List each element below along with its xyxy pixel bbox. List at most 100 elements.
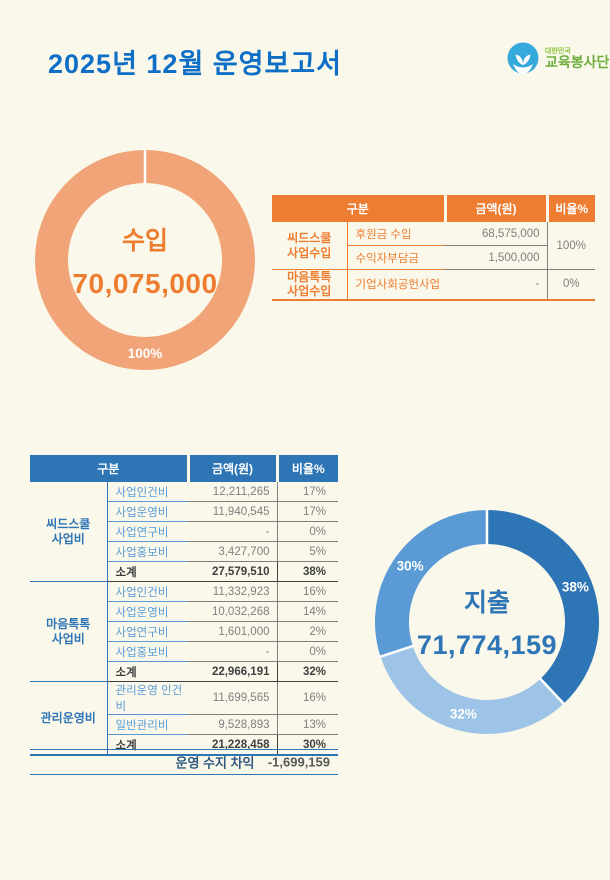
donut-slice <box>380 646 564 734</box>
slice-percentage-label: 30% <box>397 559 424 574</box>
amount-value: 21,228,458 <box>188 734 277 756</box>
table-row: 사업연구비 -0% <box>30 521 338 542</box>
donut-slice <box>375 510 487 657</box>
table-row: 일반관리비 9,528,893 13% <box>30 714 338 735</box>
column-header: 금액(원) <box>443 195 547 222</box>
item-label: 수익자부담금 <box>347 245 445 270</box>
group-cell: 씨드스쿨 사업수입 <box>272 222 348 270</box>
group-cell: 마음톡톡 사업수입 <box>272 269 348 301</box>
amount-value: 68,575,000 <box>445 222 547 246</box>
expense-donut-svg: 38% 32% 30% <box>375 508 599 734</box>
income-donut-svg: 100% <box>35 148 256 370</box>
item-label: 사업운영비 <box>107 601 188 622</box>
org-logo: 대한민국 교육봉사단 <box>504 40 609 78</box>
data-table: 구분 금액(원) 비율% 씨드스쿨 사업수입 후원금 수입 68,575,000 100% 수… <box>272 195 595 301</box>
ratio-value: 38% <box>276 561 338 582</box>
table-row: 소계 22,966,191 32% <box>30 661 338 682</box>
donut-slice <box>144 150 256 370</box>
page-title: 2025년 12월 운영보고서 <box>48 49 342 79</box>
column-header: 비율% <box>545 195 595 222</box>
logo-text-org: 교육봉사단 <box>545 54 610 71</box>
item-label: 사업인건비 <box>107 581 188 602</box>
item-label: 사업홍보비 <box>107 641 188 662</box>
amount-value: - <box>188 521 277 542</box>
amount-value: 9,528,893 <box>188 714 277 735</box>
table-row: 마음톡톡 사업비 사업인건비 11,332,923 16% <box>30 581 338 682</box>
table-row: 수익자부담금 1,500,000 <box>272 245 595 270</box>
item-label: 후원금 수입 <box>347 222 445 246</box>
header-row: 구분 금액(원) 비율% <box>30 455 338 482</box>
table-row: 씨드스쿨 사업수입 후원금 수입 68,575,000 100% <box>272 222 595 270</box>
slice-divider <box>378 644 416 659</box>
amount-value: - <box>188 641 277 662</box>
slice-percentage-label: 100% <box>128 346 163 361</box>
data-table: 구분 금액(원) 비율% 씨드스쿨 사업비 사업인건비 12,211,265 17% 사업운영… <box>30 455 338 756</box>
expense-donut-chart: 38% 32% 30% 지출 71,774,159 <box>367 502 607 742</box>
net-balance-label: 운영 수지 차익 <box>175 755 255 771</box>
logo-icon <box>507 42 539 74</box>
ratio-value: 100% <box>546 222 595 270</box>
header-row: 구분 금액(원) 비율% <box>272 195 595 222</box>
amount-value: 11,699,565 <box>188 681 277 715</box>
amount-value: 1,500,000 <box>445 245 547 270</box>
slice-percentage-label: 32% <box>450 707 477 722</box>
ratio-value: 17% <box>276 501 338 522</box>
amount-value: 22,966,191 <box>188 661 277 682</box>
ratio-value: 16% <box>276 681 338 715</box>
item-label: 기업사회공헌사업 <box>347 269 445 301</box>
logo-text-country: 대한민국 <box>545 47 571 55</box>
table-row: 사업운영비 10,032,268 14% <box>30 601 338 622</box>
income-donut-chart: 100% 수입 70,075,000 <box>25 140 265 380</box>
amount-value: 12,211,265 <box>188 482 277 502</box>
column-header: 금액(원) <box>186 455 277 482</box>
slice-percentage-label: 38% <box>562 580 589 595</box>
table-row: 관리운영비 관리운영 인건비 11,699,565 16% <box>30 681 338 756</box>
item-label: 사업운영비 <box>107 501 188 522</box>
ratio-value: 13% <box>276 714 338 735</box>
column-header: 비율% <box>275 455 338 482</box>
item-label: 소계 <box>107 734 188 756</box>
item-label: 소계 <box>107 661 188 682</box>
column-header: 구분 <box>272 195 445 222</box>
donut-slice <box>35 150 145 370</box>
table-row: 사업홍보비 -0% <box>30 641 338 662</box>
income-table: 구분 금액(원) 비율% 씨드스쿨 사업수입 후원금 수입 68,575,000 100% 수… <box>272 195 595 301</box>
table-row: 씨드스쿨 사업비 사업인건비 12,211,265 17% <box>30 482 338 582</box>
amount-value: 11,940,545 <box>188 501 277 522</box>
item-label: 일반관리비 <box>107 714 188 735</box>
item-label: 사업홍보비 <box>107 541 188 562</box>
table-row: 소계 27,579,510 38% <box>30 561 338 582</box>
group-cell: 관리운영비 <box>30 681 108 756</box>
column-header: 구분 <box>30 455 188 482</box>
table-row: 사업연구비 1,601,000 2% <box>30 621 338 642</box>
ratio-value: 30% <box>276 734 338 756</box>
ratio-value: 14% <box>276 601 338 622</box>
expense-table: 구분 금액(원) 비율% 씨드스쿨 사업비 사업인건비 12,211,265 17% 사업운영… <box>30 455 338 756</box>
item-label: 소계 <box>107 561 188 582</box>
amount-value: 10,032,268 <box>188 601 277 622</box>
item-label: 관리운영 인건비 <box>107 681 188 715</box>
table-row: 사업홍보비 3,427,700 5% <box>30 541 338 562</box>
net-balance-row: 운영 수지 차익 -1,699,159 <box>30 749 338 775</box>
ratio-value: 5% <box>276 541 338 562</box>
slice-divider <box>538 676 566 706</box>
ratio-value: 0% <box>276 521 338 542</box>
group-cell: 마음톡톡 사업비 <box>30 581 108 682</box>
ratio-value: 2% <box>276 621 338 642</box>
ratio-value: 16% <box>276 581 338 602</box>
amount-value: 1,601,000 <box>188 621 277 642</box>
amount-value: - <box>445 269 547 301</box>
table-row: 사업운영비 11,940,545 17% <box>30 501 338 522</box>
item-label: 사업인건비 <box>107 482 188 502</box>
donut-slice <box>487 510 599 704</box>
amount-value: 11,332,923 <box>188 581 277 602</box>
ratio-value: 17% <box>276 482 338 502</box>
table-row: 소계 21,228,458 30% <box>30 734 338 756</box>
ratio-value: 32% <box>276 661 338 682</box>
item-label: 사업연구비 <box>107 521 188 542</box>
table-row: 마음톡톡 사업수입 기업사회공헌사업 -0% <box>272 269 595 301</box>
ratio-value: 0% <box>546 269 595 301</box>
amount-value: 27,579,510 <box>188 561 277 582</box>
group-cell: 씨드스쿨 사업비 <box>30 482 108 582</box>
